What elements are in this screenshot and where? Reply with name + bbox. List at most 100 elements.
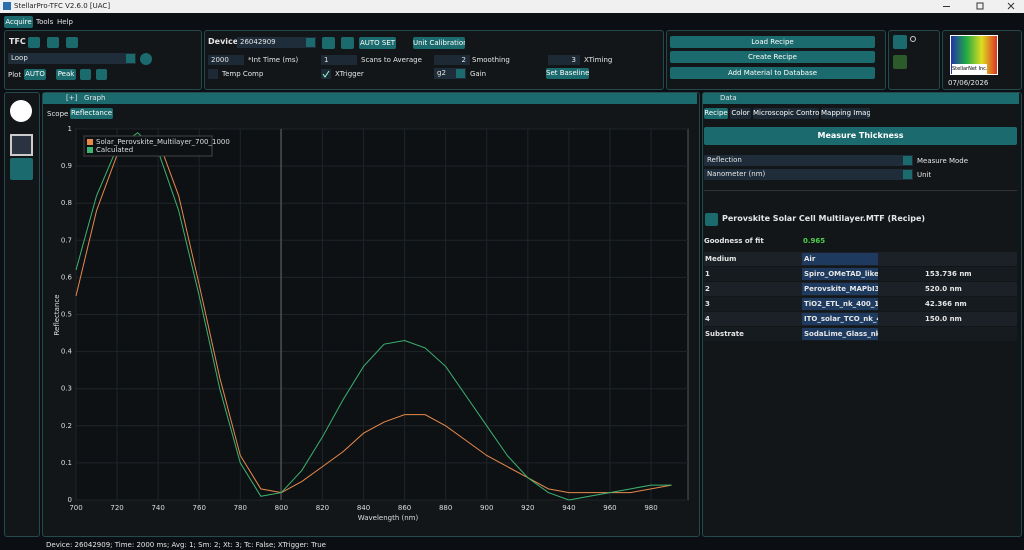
- info-icon[interactable]: [910, 36, 916, 42]
- x-tick-label: 900: [480, 504, 493, 512]
- graph-expand[interactable]: [+]: [66, 94, 78, 102]
- material-name: ITO_solar_TCO_nk_4: [804, 315, 878, 323]
- smoothing-field[interactable]: 2: [434, 55, 470, 65]
- unit-calibration-button[interactable]: Unit Calibration: [413, 37, 465, 49]
- legend-swatch: [87, 139, 93, 145]
- int-time-label: *Int Time (ms): [248, 56, 299, 64]
- layer-index: 4: [705, 315, 710, 323]
- window-controls[interactable]: [930, 0, 1024, 13]
- material-name: Air: [804, 255, 816, 263]
- tab-recipe[interactable]: Recipe: [704, 108, 728, 119]
- y-axis-label: Reflectance: [53, 294, 61, 335]
- lamp-icon[interactable]: [893, 35, 907, 49]
- layer-index: 2: [705, 285, 710, 293]
- edit-icon[interactable]: [705, 213, 718, 226]
- peak-button[interactable]: Peak: [56, 69, 76, 80]
- window-title: StellarPro-TFC V2.6.0 [UAC]: [14, 2, 111, 10]
- y-tick-label: 0.2: [61, 422, 72, 430]
- tab-mapping[interactable]: Mapping Image: [821, 108, 870, 119]
- mode-dropdown[interactable]: Loop: [8, 53, 136, 64]
- scans-label: Scans to Average: [361, 56, 422, 64]
- graph-icon[interactable]: [10, 134, 33, 156]
- auto-set-button[interactable]: AUTO SET: [359, 37, 396, 49]
- set-baseline-button[interactable]: Set Baseline: [546, 68, 589, 79]
- layer-index: Medium: [705, 255, 737, 263]
- xtrigger-checkbox[interactable]: [321, 69, 331, 79]
- prev-peak[interactable]: [80, 69, 91, 80]
- x-axis-label: Wavelength (nm): [358, 514, 419, 522]
- material-name: Spiro_OMeTAD_like: [804, 270, 878, 278]
- link-icon[interactable]: [341, 37, 354, 49]
- x-tick-label: 800: [275, 504, 288, 512]
- device-dropdown[interactable]: 26042909: [237, 37, 316, 48]
- logo-text: StellarNet Inc.: [952, 64, 988, 74]
- load-recipe-button[interactable]: Load Recipe: [670, 36, 875, 48]
- open-icon[interactable]: [47, 37, 59, 48]
- menu-acquire[interactable]: Acquire: [4, 16, 33, 28]
- measure-button[interactable]: Measure Thickness: [704, 127, 1017, 145]
- material-cell: [802, 313, 878, 325]
- auto-button[interactable]: AUTO: [24, 69, 46, 80]
- tab-color[interactable]: Color: [730, 108, 751, 119]
- add-material-button[interactable]: Add Material to Database: [670, 67, 875, 79]
- chart: Wavelength (nm) Reflectance 0 0.1 0.2 0.3 0.…: [53, 125, 689, 522]
- tfc-label: TFC: [9, 37, 26, 46]
- y-tick-label: 0.9: [61, 162, 72, 170]
- material-cell: [802, 283, 878, 295]
- graph-title: Graph: [84, 94, 106, 102]
- goodness-value: 0.965: [803, 237, 826, 245]
- gain-dropdown[interactable]: g2: [434, 68, 466, 79]
- thickness: 42.366 nm: [925, 300, 967, 308]
- menu-help[interactable]: Help: [57, 18, 73, 26]
- tab-scope[interactable]: Scope: [47, 110, 69, 118]
- play-button[interactable]: [140, 53, 152, 65]
- y-tick-label: 0.1: [61, 459, 72, 467]
- x-tick-label: 780: [234, 504, 247, 512]
- y-tick-label: 0.3: [61, 385, 72, 393]
- int-time-field[interactable]: 2000: [208, 55, 244, 65]
- user-avatar[interactable]: [10, 100, 32, 122]
- print-icon[interactable]: [66, 37, 78, 48]
- material-name: TiO2_ETL_nk_400_1: [804, 300, 878, 308]
- series-line: [75, 132, 672, 501]
- plot-label: Plot: [8, 71, 22, 79]
- y-tick-label: 0.6: [61, 273, 73, 281]
- xtiming-field[interactable]: 3: [548, 55, 580, 65]
- menu-tools[interactable]: Tools: [36, 18, 54, 26]
- scans-field[interactable]: 1: [321, 55, 357, 65]
- x-tick-label: 760: [193, 504, 206, 512]
- layer-index: Substrate: [705, 330, 744, 338]
- unit-dropdown[interactable]: Nanometer (nm): [704, 169, 913, 180]
- temp-comp-checkbox[interactable]: [208, 69, 218, 79]
- recipe-name: Perovskite Solar Cell Multilayer.MTF (Re…: [722, 214, 926, 223]
- tab-reflectance[interactable]: Reflectance: [70, 108, 113, 119]
- temp-comp-label: Temp Comp: [222, 70, 264, 78]
- tab-microscopic[interactable]: Microscopic Control: [753, 108, 819, 119]
- legend-label: Calculated: [96, 146, 133, 154]
- next-peak[interactable]: [96, 69, 107, 80]
- x-tick-label: 920: [521, 504, 534, 512]
- date: 07/06/2026: [948, 79, 989, 87]
- material-name: SodaLime_Glass_nk_: [804, 330, 878, 338]
- save-icon[interactable]: [28, 37, 40, 48]
- x-tick-label: 940: [562, 504, 575, 512]
- series-line: [75, 139, 672, 494]
- unit-label: Unit: [917, 171, 932, 179]
- measure-mode-dropdown[interactable]: Reflection: [704, 155, 913, 166]
- x-tick-label: 860: [398, 504, 411, 512]
- layer-index: 3: [705, 300, 710, 308]
- connect-icon[interactable]: [322, 37, 335, 49]
- bulb-icon[interactable]: [893, 55, 907, 69]
- app-icon: [3, 2, 11, 10]
- layer-index: 1: [705, 270, 710, 278]
- y-tick-label: 0: [68, 496, 72, 504]
- x-tick-label: 840: [357, 504, 370, 512]
- create-recipe-button[interactable]: Create Recipe: [670, 51, 875, 63]
- material-name: Perovskite_MAPbI3_: [804, 285, 878, 293]
- settings-icon[interactable]: [10, 158, 33, 180]
- x-tick-label: 720: [110, 504, 123, 512]
- thickness: 150.0 nm: [925, 315, 962, 323]
- material-cell: [802, 253, 878, 265]
